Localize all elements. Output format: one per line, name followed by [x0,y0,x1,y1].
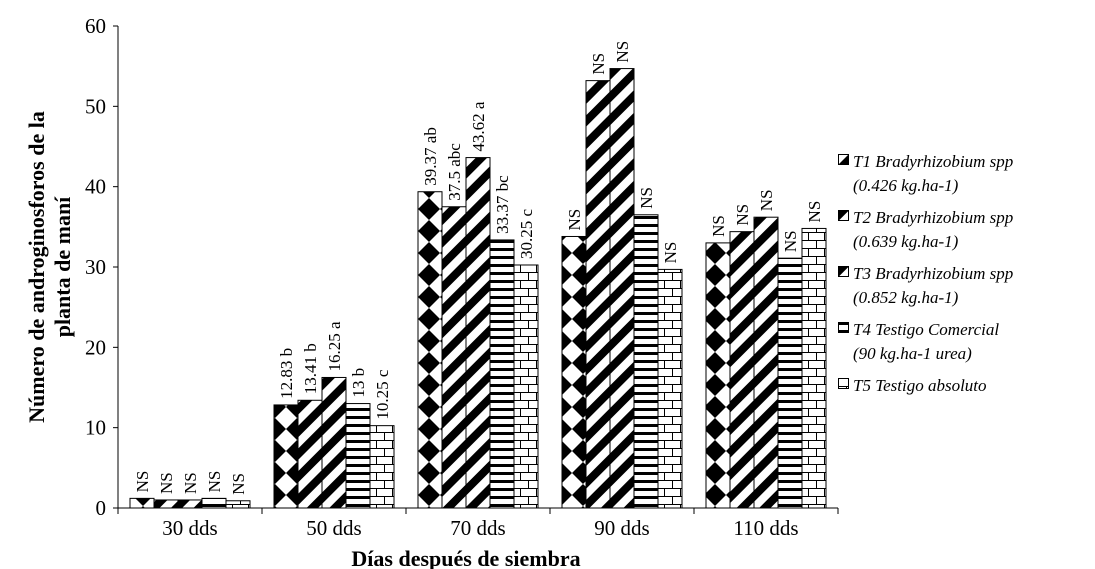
legend-item: T1 Bradyrhizobium spp (0.426 kg.ha-1) [838,150,1093,198]
bar [345,403,371,509]
legend-label-line: (0.852 kg.ha-1) [853,288,959,307]
bar [489,239,515,509]
bar [705,242,731,509]
data-label: 43.62 a [469,101,488,152]
bar [777,257,803,509]
data-label: 39.37 ab [421,127,440,186]
data-label: 16.25 a [325,321,344,372]
legend-label-line: T3 Bradyrhizobium spp [853,264,1014,283]
legend-swatch [838,266,849,277]
legend-label: T3 Bradyrhizobium spp (0.852 kg.ha-1) [853,262,1013,310]
legend-label-line: T4 Testigo Comercial [853,320,1000,339]
x-category-label: 50 dds [306,516,361,540]
bar [129,497,155,509]
data-label: NS [805,201,824,223]
bar [441,206,467,509]
legend: T1 Bradyrhizobium spp (0.426 kg.ha-1) T2 B… [838,150,1093,406]
bar [729,231,755,509]
legend-label-line: T5 Testigo absoluto [853,376,987,395]
data-label: NS [757,189,776,211]
data-label: 30.25 c [517,208,536,259]
legend-label: T4 Testigo Comercial (90 kg.ha-1 urea) [853,318,999,366]
data-label: NS [661,242,680,264]
data-label: NS [637,187,656,209]
axes: 0 10 20 30 40 50 60 30 dds 50 dds 70 dds 90 dds 110… [24,14,839,569]
data-label: NS [205,471,224,493]
bar [273,404,299,509]
y-tick-label: 50 [85,94,106,118]
bars [129,68,827,509]
data-label: 13 b [349,368,368,398]
bar [417,191,443,509]
data-label: NS [157,472,176,494]
x-category-label: 70 dds [450,516,505,540]
y-tick-label: 20 [85,335,106,359]
data-label: NS [229,473,248,495]
y-axis-title-line: Número de androginosforos de la [24,111,49,423]
data-label: 33.37 bc [493,175,512,234]
y-axis-title: Número de androginosforos de laplanta de… [24,111,75,423]
y-tick-label: 60 [85,14,106,38]
bar [177,499,203,509]
legend-label-line: T1 Bradyrhizobium spp [853,152,1014,171]
legend-item: T3 Bradyrhizobium spp (0.852 kg.ha-1) [838,262,1093,310]
data-label: NS [613,41,632,63]
data-label: 12.83 b [277,348,296,399]
legend-label-line: T2 Bradyrhizobium spp [853,208,1014,227]
bar [609,68,635,509]
legend-label-line: (0.639 kg.ha-1) [853,232,959,251]
legend-label: T2 Bradyrhizobium spp (0.639 kg.ha-1) [853,206,1013,254]
data-label: 10.25 c [373,369,392,420]
bar [513,264,539,509]
legend-label: T5 Testigo absoluto [853,374,987,398]
x-axis-title: Días después de siembra [351,546,580,569]
bar [561,235,587,509]
x-category-label: 30 dds [162,516,217,540]
bar [753,216,779,509]
data-label: NS [181,472,200,494]
legend-label: T1 Bradyrhizobium spp (0.426 kg.ha-1) [853,150,1013,198]
bar [633,214,659,509]
y-tick-label: 40 [85,175,106,199]
y-axis-title-line: planta de maní [50,196,75,337]
bar [585,80,611,509]
legend-item: T4 Testigo Comercial (90 kg.ha-1 urea) [838,318,1093,366]
bar [153,499,179,509]
legend-item: T2 Bradyrhizobium spp (0.639 kg.ha-1) [838,206,1093,254]
bar [801,227,827,509]
data-label: NS [565,209,584,231]
data-label: NS [589,53,608,75]
legend-label-line: (0.426 kg.ha-1) [853,176,959,195]
bar [321,376,347,509]
y-tick-label: 10 [85,416,106,440]
data-label: 13.41 b [301,343,320,394]
bar [657,268,683,509]
data-label: NS [733,204,752,226]
bar [201,497,227,509]
bar [369,425,395,509]
x-category-label: 90 dds [594,516,649,540]
legend-swatch [838,378,849,389]
data-label: NS [781,230,800,252]
data-label: 37.5 abc [445,143,464,201]
x-category-label: 110 dds [733,516,798,540]
legend-swatch [838,210,849,221]
y-tick-label: 30 [85,255,106,279]
legend-item: T5 Testigo absoluto [838,374,1093,398]
legend-swatch [838,322,849,333]
bar [225,500,251,509]
data-label: NS [133,471,152,493]
data-label: NS [709,215,728,237]
y-tick-label: 0 [96,496,107,520]
bar [297,399,323,509]
legend-swatch [838,154,849,165]
bar [465,157,491,509]
legend-label-line: (90 kg.ha-1 urea) [853,344,972,363]
